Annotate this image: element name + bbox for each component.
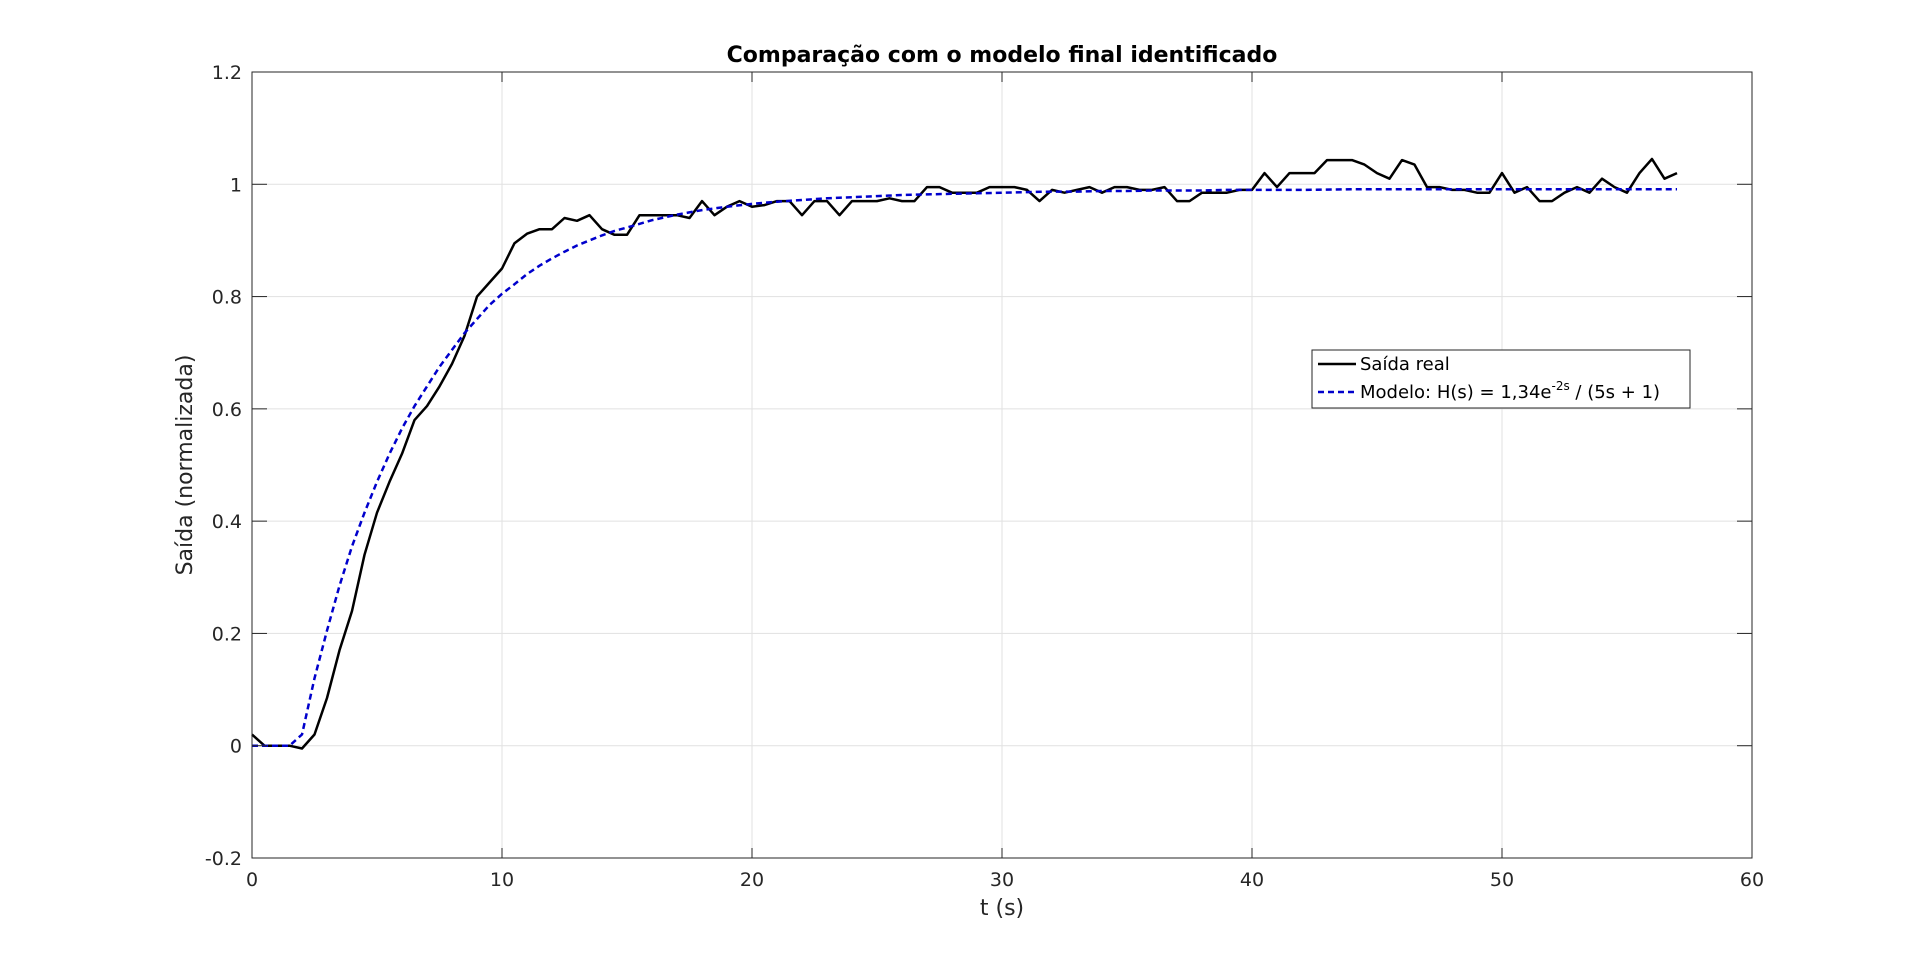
legend-label-real: Saída real: [1360, 354, 1450, 375]
ticks: 0 10 20 30 40 50 60-0.200.20.40.60.811.2: [205, 62, 1764, 891]
y-tick-label: -0.2: [205, 848, 242, 870]
y-tick-label: 0.2: [212, 623, 242, 645]
y-tick-label: 0.8: [212, 287, 242, 309]
x-tick-label: 40: [1240, 869, 1264, 891]
y-tick-label: 0.4: [212, 511, 242, 533]
series-layer: [251, 157, 1678, 750]
chart-title: Comparação com o modelo final identifica…: [727, 43, 1278, 68]
y-tick-label: 0.6: [212, 399, 242, 421]
y-tick-label: 1: [230, 174, 242, 196]
x-tick-label: 30: [990, 869, 1014, 891]
legend-model-prefix: Modelo: H(s) = 1,34e: [1360, 382, 1551, 403]
x-tick-label: 50: [1490, 869, 1514, 891]
x-tick-label: 20: [740, 869, 764, 891]
y-axis-label: Saída (normalizada): [173, 355, 198, 576]
legend-box: [1311, 349, 1691, 409]
legend: Saída real Modelo: H(s) = 1,34e-2s / (5s…: [1311, 349, 1691, 409]
legend-model-suffix: / (5s + 1): [1570, 382, 1660, 403]
series-line-modelo: [252, 188, 1677, 747]
x-tick-label: 0: [246, 869, 258, 891]
legend-model-exponent: -2s: [1551, 379, 1569, 393]
series-line-saida-real: [251, 157, 1678, 750]
y-tick-label: 0: [230, 736, 242, 758]
y-tick-label: 1.2: [212, 62, 242, 84]
x-tick-label: 10: [490, 869, 514, 891]
legend-label-model: Modelo: H(s) = 1,34e-2s / (5s + 1): [1360, 379, 1660, 403]
x-axis-label: t (s): [980, 896, 1024, 921]
x-tick-label: 60: [1740, 869, 1764, 891]
